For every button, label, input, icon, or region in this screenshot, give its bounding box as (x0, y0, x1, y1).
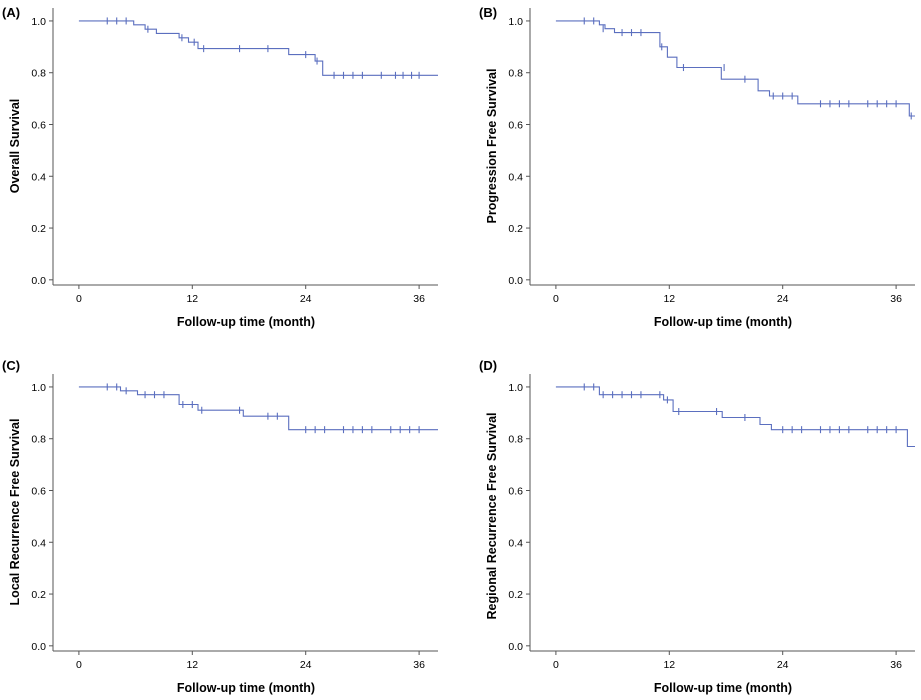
panel-b: (B) Progression Free Survival Follow-up … (479, 5, 915, 329)
y-tick-label: 0.6 (508, 119, 523, 131)
y-tick-label: 1.0 (508, 382, 523, 394)
panel-a: (A) Overall Survival Follow-up time (mon… (2, 5, 438, 329)
panel-c-label: (C) (2, 358, 20, 373)
x-tick-label: 12 (663, 659, 675, 671)
panel-b-xlabel: Follow-up time (month) (654, 315, 792, 329)
panel-d-label: (D) (479, 358, 497, 373)
survival-curve (555, 20, 915, 117)
y-tick-label: 0.4 (508, 537, 523, 549)
panel-a-label: (A) (2, 5, 20, 20)
x-tick-label: 24 (777, 659, 789, 671)
y-tick-label: 0.8 (31, 68, 46, 80)
x-tick-label: 12 (186, 293, 198, 305)
y-tick-label: 1.0 (31, 382, 46, 394)
x-tick-label: 12 (663, 293, 675, 305)
x-tick-label: 24 (300, 293, 312, 305)
x-tick-label: 36 (890, 659, 902, 671)
y-tick-label: 0.8 (31, 434, 46, 446)
panel-d-ylabel: Regional Recurrence Free Survival (485, 412, 499, 619)
y-tick-label: 0.4 (31, 537, 46, 549)
y-tick-label: 0.0 (31, 641, 46, 653)
panel-d-xlabel: Follow-up time (month) (654, 681, 792, 695)
x-tick-label: 0 (553, 659, 559, 671)
y-tick-label: 0.2 (508, 223, 523, 235)
panel-c-ylabel: Local Recurrence Free Survival (8, 419, 22, 606)
y-tick-label: 0.6 (31, 485, 46, 497)
panel-c-xlabel: Follow-up time (month) (177, 681, 315, 695)
x-tick-label: 0 (553, 293, 559, 305)
y-tick-label: 0.2 (31, 589, 46, 601)
y-tick-label: 0.4 (508, 171, 523, 183)
y-tick-label: 0.2 (31, 223, 46, 235)
panel-b-label: (B) (479, 5, 497, 20)
survival-curve (555, 386, 915, 448)
y-tick-label: 0.0 (508, 275, 523, 287)
panel-c: (C) Local Recurrence Free Survival Follo… (2, 358, 438, 695)
survival-curve (78, 20, 438, 76)
x-tick-label: 36 (890, 293, 902, 305)
x-tick-label: 0 (76, 293, 82, 305)
panel-a-xlabel: Follow-up time (month) (177, 315, 315, 329)
y-tick-label: 0.2 (508, 589, 523, 601)
y-tick-label: 0.0 (31, 275, 46, 287)
x-tick-label: 36 (413, 659, 425, 671)
panel-b-ylabel: Progression Free Survival (485, 69, 499, 224)
y-tick-label: 0.4 (31, 171, 46, 183)
y-tick-label: 1.0 (31, 16, 46, 28)
y-tick-label: 1.0 (508, 16, 523, 28)
y-tick-label: 0.0 (508, 641, 523, 653)
x-tick-label: 0 (76, 659, 82, 671)
x-tick-label: 24 (300, 659, 312, 671)
y-tick-label: 0.8 (508, 68, 523, 80)
survival-curve (78, 386, 438, 431)
x-tick-label: 12 (186, 659, 198, 671)
x-tick-label: 24 (777, 293, 789, 305)
x-tick-label: 36 (413, 293, 425, 305)
y-tick-label: 0.8 (508, 434, 523, 446)
panel-d: (D) Regional Recurrence Free Survival Fo… (479, 358, 915, 695)
y-tick-label: 0.6 (31, 119, 46, 131)
y-tick-label: 0.6 (508, 485, 523, 497)
panel-a-ylabel: Overall Survival (8, 99, 22, 194)
